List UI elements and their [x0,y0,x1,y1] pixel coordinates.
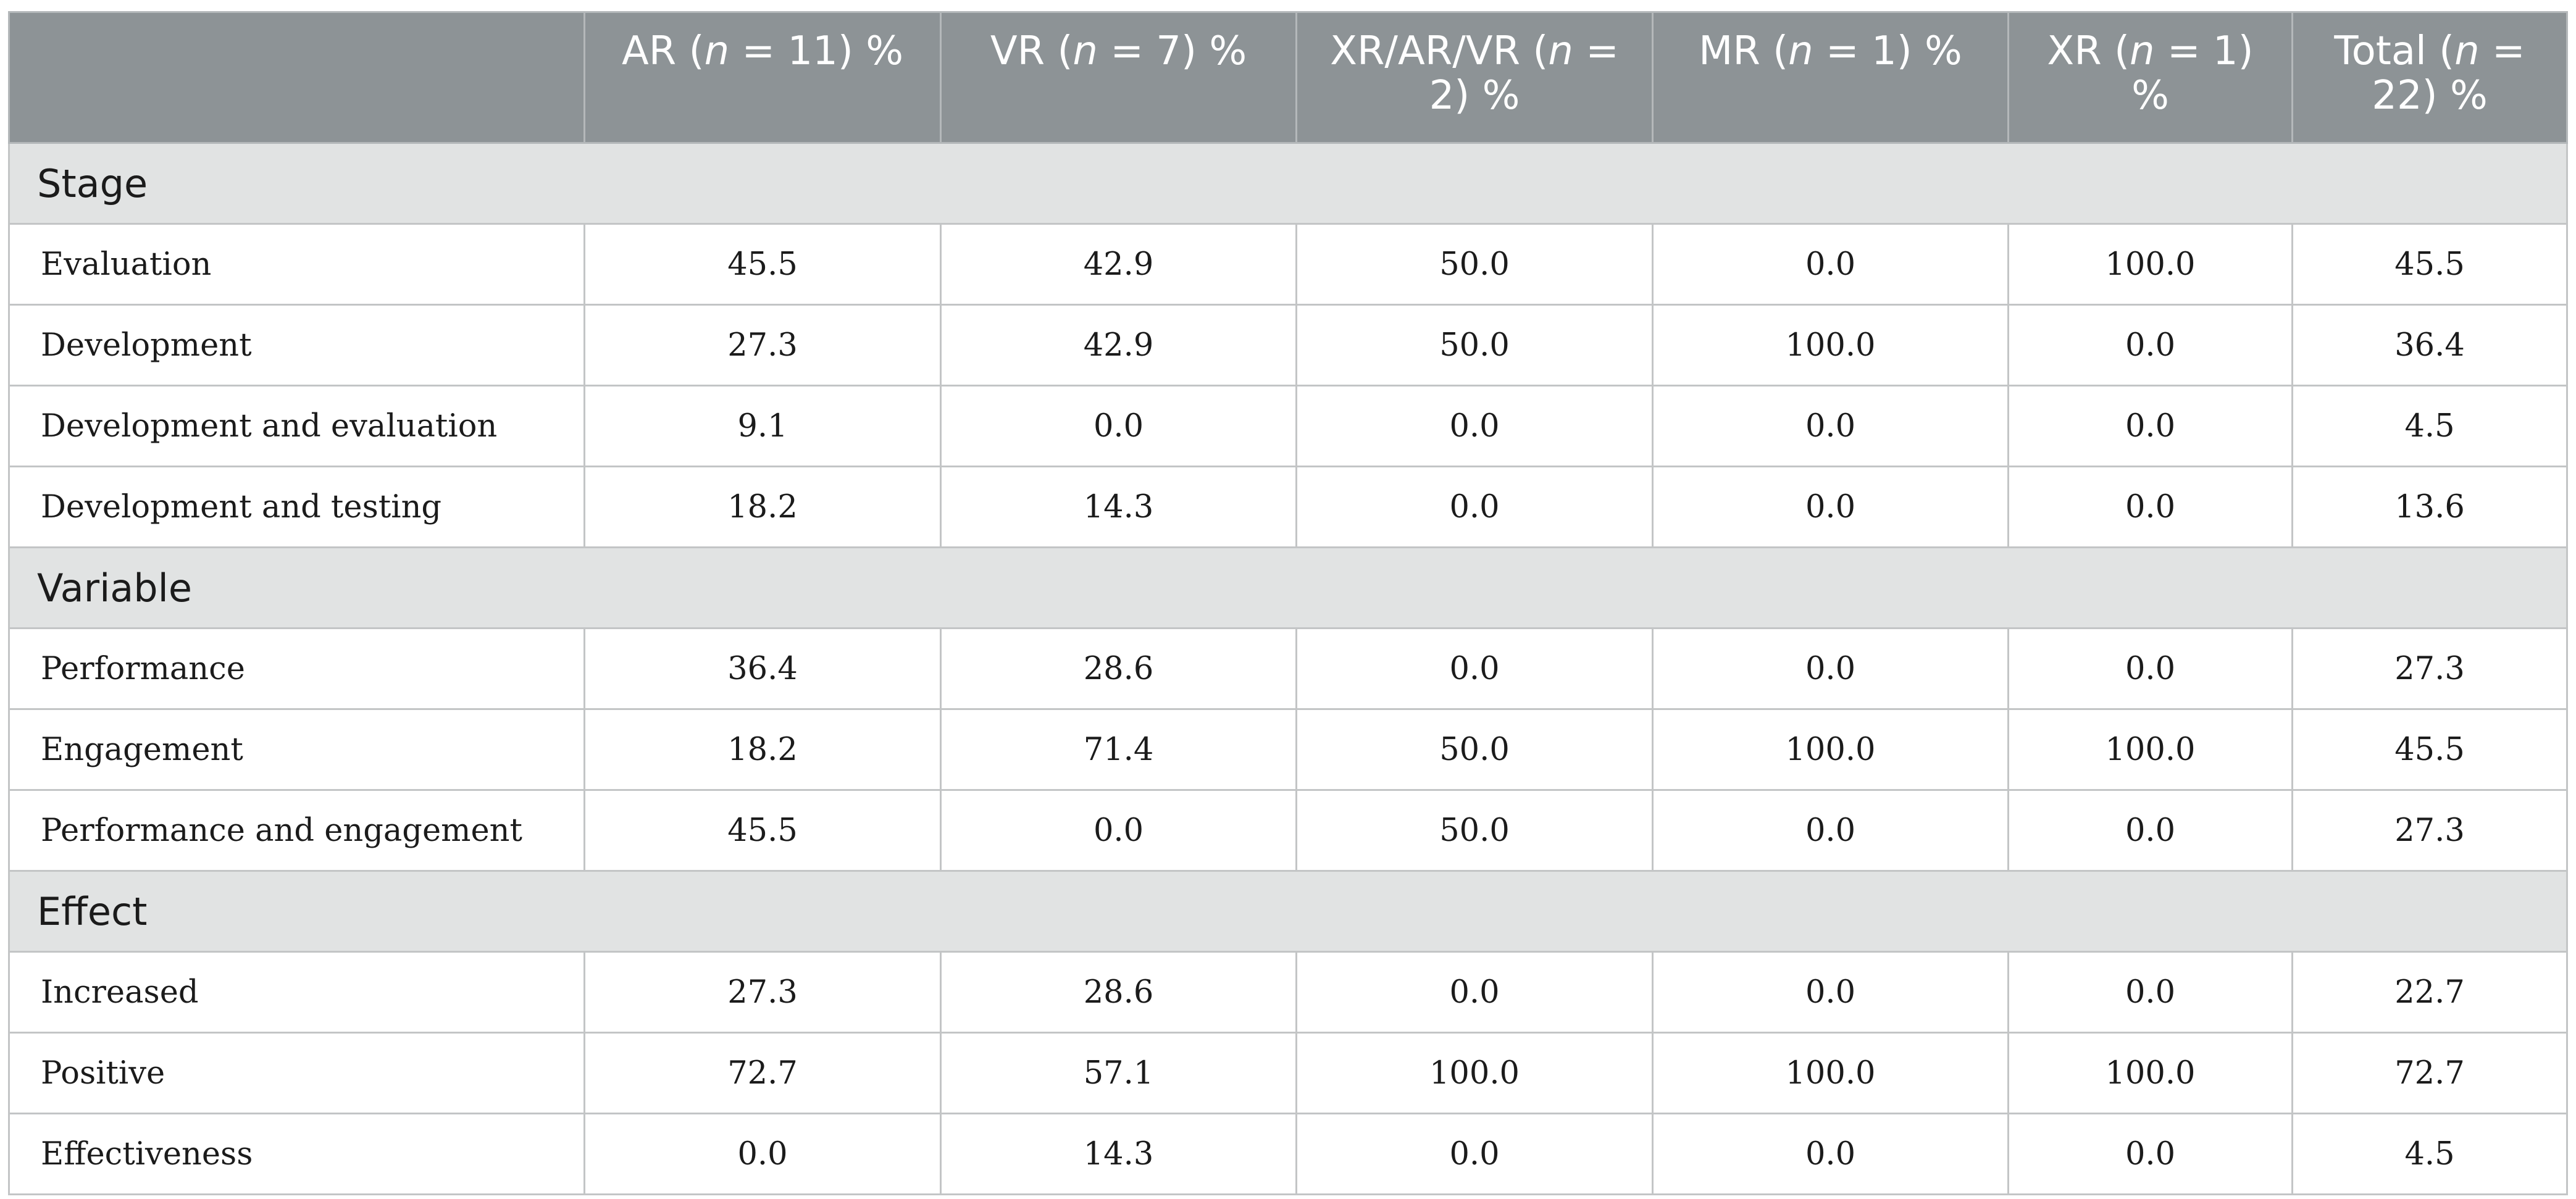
row-label: Development and testing [8,466,585,548]
cell-value: 71.4 [940,708,1297,791]
cell-value: 0.0 [2007,627,2293,710]
cell-value: 0.0 [1295,385,1654,467]
table-body: Stage Evaluation 45.5 42.9 50.0 0.0 100.… [8,142,2568,1195]
cell-value: 0.0 [2007,789,2293,872]
cell-value: 0.0 [1652,627,2009,710]
cell-value: 0.0 [1652,466,2009,548]
cell-value: 27.3 [583,304,942,386]
table-row: Development and evaluation 9.1 0.0 0.0 0… [8,385,2568,467]
cell-value: 0.0 [1652,223,2009,306]
cell-value: 0.0 [2007,385,2293,467]
cell-value: 0.0 [940,789,1297,872]
section-row-variable: Variable [8,546,2568,629]
header-cell-xr-ar-vr: XR/AR/VR (n = 2) % [1295,11,1654,144]
cell-value: 42.9 [940,304,1297,386]
cell-value: 0.0 [940,385,1297,467]
row-label: Development [8,304,585,386]
cell-value: 50.0 [1295,789,1654,872]
cell-value: 100.0 [1652,304,2009,386]
section-title: Effect [8,870,2568,953]
cell-value: 0.0 [1652,951,2009,1034]
table-row: Development 27.3 42.9 50.0 100.0 0.0 36.… [8,304,2568,386]
table-header: AR (n = 11) % VR (n = 7) % XR/AR/VR (n =… [8,11,2568,144]
header-cell-total: Total (n = 22) % [2291,11,2568,144]
cell-value: 14.3 [940,466,1297,548]
row-label: Performance and engagement [8,789,585,872]
header-corner-cell [8,11,585,144]
cell-value: 18.2 [583,708,942,791]
cell-value: 0.0 [2007,1113,2293,1195]
cell-value: 50.0 [1295,708,1654,791]
cell-value: 36.4 [583,627,942,710]
cell-value: 36.4 [2291,304,2568,386]
header-cell-xr: XR (n = 1) % [2007,11,2293,144]
cell-value: 45.5 [2291,708,2568,791]
cell-value: 45.5 [583,789,942,872]
cell-value: 0.0 [1295,627,1654,710]
cell-value: 4.5 [2291,1113,2568,1195]
cell-value: 45.5 [2291,223,2568,306]
cell-value: 72.7 [2291,1032,2568,1114]
results-table: AR (n = 11) % VR (n = 7) % XR/AR/VR (n =… [8,11,2568,1195]
cell-value: 0.0 [2007,466,2293,548]
row-label: Positive [8,1032,585,1114]
cell-value: 100.0 [2007,1032,2293,1114]
cell-value: 57.1 [940,1032,1297,1114]
table-row: Performance and engagement 45.5 0.0 50.0… [8,789,2568,872]
cell-value: 0.0 [1652,385,2009,467]
cell-value: 42.9 [940,223,1297,306]
cell-value: 0.0 [2007,951,2293,1034]
row-label: Engagement [8,708,585,791]
cell-value: 0.0 [583,1113,942,1195]
table-row: Performance 36.4 28.6 0.0 0.0 0.0 27.3 [8,627,2568,710]
cell-value: 0.0 [1295,951,1654,1034]
cell-value: 0.0 [1295,1113,1654,1195]
table-row: Evaluation 45.5 42.9 50.0 0.0 100.0 45.5 [8,223,2568,306]
row-label: Effectiveness [8,1113,585,1195]
header-cell-mr: MR (n = 1) % [1652,11,2009,144]
cell-value: 0.0 [2007,304,2293,386]
cell-value: 0.0 [1295,466,1654,548]
section-row-stage: Stage [8,142,2568,225]
table-row: Development and testing 18.2 14.3 0.0 0.… [8,466,2568,548]
cell-value: 0.0 [1652,789,2009,872]
results-table-container: AR (n = 11) % VR (n = 7) % XR/AR/VR (n =… [8,11,2568,1195]
cell-value: 45.5 [583,223,942,306]
cell-value: 13.6 [2291,466,2568,548]
row-label: Development and evaluation [8,385,585,467]
header-cell-ar: AR (n = 11) % [583,11,942,144]
cell-value: 100.0 [2007,223,2293,306]
row-label: Increased [8,951,585,1034]
cell-value: 100.0 [1652,708,2009,791]
cell-value: 14.3 [940,1113,1297,1195]
cell-value: 28.6 [940,627,1297,710]
cell-value: 27.3 [2291,789,2568,872]
table-row: Increased 27.3 28.6 0.0 0.0 0.0 22.7 [8,951,2568,1034]
cell-value: 100.0 [2007,708,2293,791]
cell-value: 18.2 [583,466,942,548]
cell-value: 50.0 [1295,223,1654,306]
cell-value: 27.3 [583,951,942,1034]
cell-value: 4.5 [2291,385,2568,467]
cell-value: 9.1 [583,385,942,467]
cell-value: 27.3 [2291,627,2568,710]
section-title: Stage [8,142,2568,225]
table-row: Effectiveness 0.0 14.3 0.0 0.0 0.0 4.5 [8,1113,2568,1195]
table-row: Positive 72.7 57.1 100.0 100.0 100.0 72.… [8,1032,2568,1114]
section-row-effect: Effect [8,870,2568,953]
header-row: AR (n = 11) % VR (n = 7) % XR/AR/VR (n =… [8,11,2568,144]
cell-value: 28.6 [940,951,1297,1034]
cell-value: 0.0 [1652,1113,2009,1195]
row-label: Evaluation [8,223,585,306]
cell-value: 50.0 [1295,304,1654,386]
section-title: Variable [8,546,2568,629]
cell-value: 100.0 [1652,1032,2009,1114]
cell-value: 100.0 [1295,1032,1654,1114]
cell-value: 22.7 [2291,951,2568,1034]
cell-value: 72.7 [583,1032,942,1114]
table-row: Engagement 18.2 71.4 50.0 100.0 100.0 45… [8,708,2568,791]
header-cell-vr: VR (n = 7) % [940,11,1297,144]
row-label: Performance [8,627,585,710]
